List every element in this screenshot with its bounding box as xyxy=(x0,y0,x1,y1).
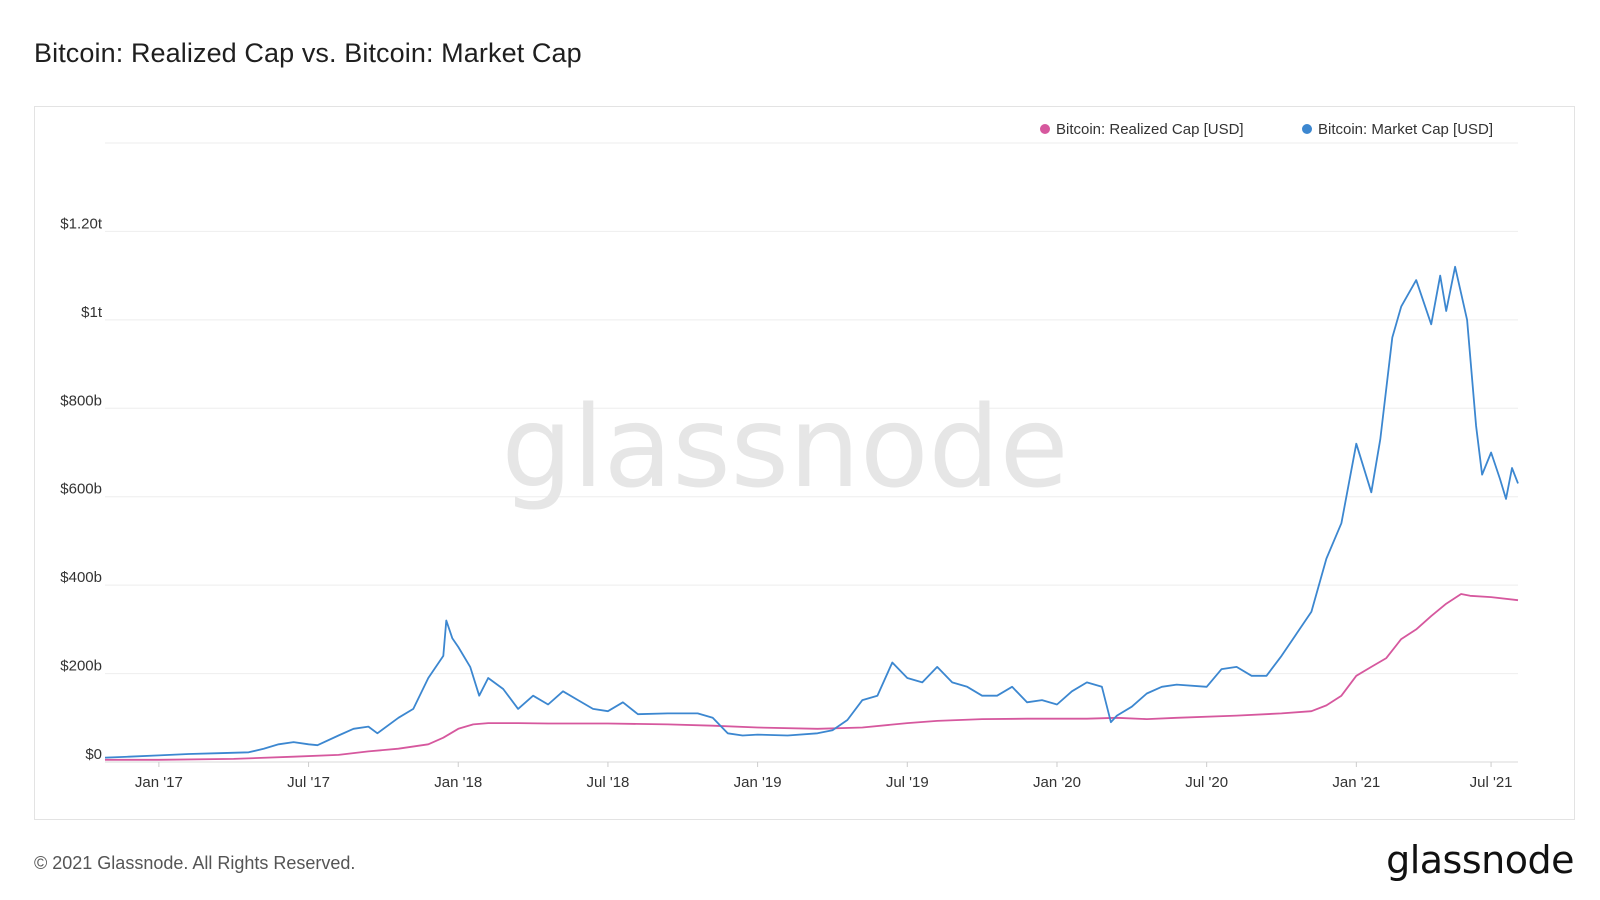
legend-marker xyxy=(1302,124,1312,134)
chart-title: Bitcoin: Realized Cap vs. Bitcoin: Marke… xyxy=(34,38,582,68)
x-tick-label: Jul '18 xyxy=(586,774,629,791)
x-tick-label: Jul '21 xyxy=(1470,774,1513,791)
series-line-1 xyxy=(104,265,1519,759)
y-tick-label: $800b xyxy=(60,392,102,409)
x-tick-label: Jan '17 xyxy=(135,774,183,791)
legend-label[interactable]: Bitcoin: Market Cap [USD] xyxy=(1318,121,1493,138)
y-axis: $0 $200b $400b $600b $800b $1t $1.20t xyxy=(60,215,103,763)
x-tick-label: Jan '18 xyxy=(434,774,482,791)
y-tick-label: $200b xyxy=(60,658,102,675)
brand-logo: glassnode xyxy=(1386,838,1574,882)
y-tick-label: $400b xyxy=(60,569,102,586)
x-tick-label: Jan '21 xyxy=(1332,774,1380,791)
series-lines xyxy=(104,265,1519,761)
copyright-text: © 2021 Glassnode. All Rights Reserved. xyxy=(34,853,356,873)
x-tick-label: Jul '19 xyxy=(886,774,929,791)
legend-marker xyxy=(1040,124,1050,134)
x-tick-label: Jul '20 xyxy=(1185,774,1228,791)
x-axis: Jan '17 Jul '17 Jan '18 Jul '18 Jan '19 Jul '… xyxy=(105,761,1518,791)
x-tick-label: Jan '20 xyxy=(1033,774,1081,791)
x-tick-label: Jul '17 xyxy=(287,774,330,791)
watermark: glassnode xyxy=(501,383,1068,513)
y-tick-label: $1t xyxy=(81,304,103,321)
chart-panel xyxy=(34,106,1575,820)
y-tick-label: $0 xyxy=(85,746,102,763)
y-tick-label: $1.20t xyxy=(60,215,103,232)
y-tick-label: $600b xyxy=(60,481,102,498)
legend-label[interactable]: Bitcoin: Realized Cap [USD] xyxy=(1056,121,1244,138)
series-line-0 xyxy=(105,593,1519,761)
x-tick-label: Jan '19 xyxy=(734,774,782,791)
legend: Bitcoin: Realized Cap [USD] Bitcoin: Mark… xyxy=(1040,121,1493,138)
